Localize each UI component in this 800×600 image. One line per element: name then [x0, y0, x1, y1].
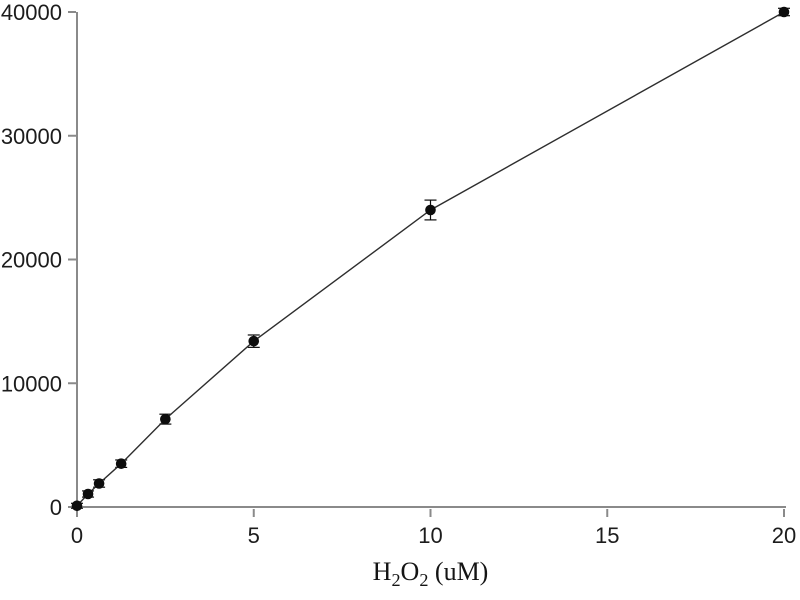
data-point-marker — [82, 488, 94, 500]
data-point-marker — [248, 335, 260, 347]
y-tick-label: 10000 — [1, 371, 62, 396]
x-tick-label: 0 — [71, 523, 83, 548]
x-axis-label: H2O2 (uM) — [373, 557, 489, 591]
data-point-marker — [778, 6, 790, 18]
x-tick-label: 5 — [248, 523, 260, 548]
y-tick-label: 20000 — [1, 248, 62, 273]
y-tick-label: 40000 — [1, 0, 62, 25]
x-tick-label: 15 — [595, 523, 619, 548]
data-point-marker — [71, 500, 83, 512]
x-axis-label-text: O — [400, 557, 420, 586]
x-axis-label-text: H — [372, 557, 392, 586]
x-tick-label: 10 — [418, 523, 442, 548]
x-axis-label-subscript: 2 — [391, 570, 401, 591]
data-point-marker — [115, 458, 127, 469]
x-axis-label-subscript: 2 — [419, 570, 429, 591]
x-axis-label-text: (uM) — [428, 557, 489, 586]
y-tick-label: 30000 — [1, 124, 62, 149]
series-line — [76, 11, 785, 507]
data-point-marker — [425, 204, 436, 216]
data-point-marker — [160, 413, 171, 425]
x-tick-label: 20 — [772, 523, 796, 548]
data-point-marker — [93, 478, 105, 489]
y-tick-label: 0 — [50, 495, 62, 520]
